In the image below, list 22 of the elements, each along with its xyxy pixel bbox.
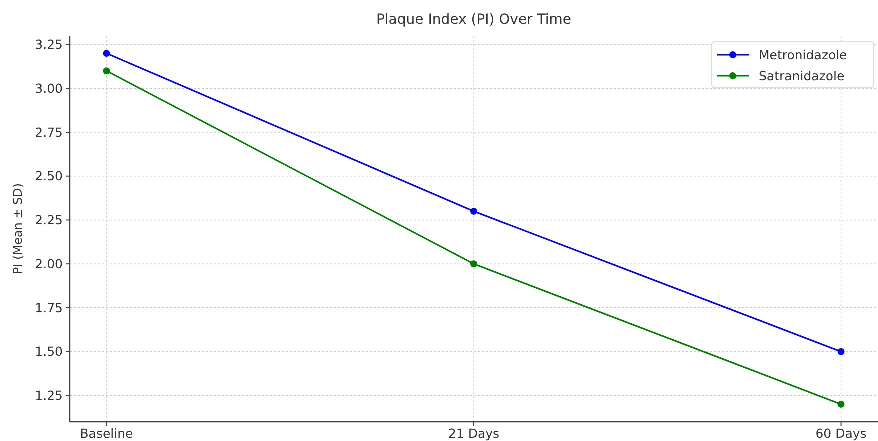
y-tick-label: 1.75 [35,300,63,316]
x-tick-label: Baseline [80,426,134,441]
point [470,208,478,215]
x-tick-label: 60 Days [816,426,867,441]
point [470,260,478,268]
legend-label: Metronidazole [759,47,848,62]
point [103,68,110,75]
y-axis-title: PI (Mean ± SD) [11,183,25,275]
y-tick-label: 1.25 [35,388,63,404]
point [838,348,845,356]
y-tick-label: 3.25 [35,37,63,52]
point [838,400,845,408]
y-tick-label: 2.00 [35,256,64,272]
x-tick-label: 21 Days [448,426,500,441]
y-tick-label: 1.50 [35,344,64,360]
y-tick-label: 2.50 [35,168,64,184]
y-tick-label: 3.00 [35,81,64,96]
chart-title: Plaque Index (PI) Over Time [376,12,572,28]
y-tick-label: 2.75 [35,124,63,140]
y-tick-label: 2.25 [35,212,63,228]
legend-label: Satranidazole [759,68,845,84]
point [103,50,110,58]
